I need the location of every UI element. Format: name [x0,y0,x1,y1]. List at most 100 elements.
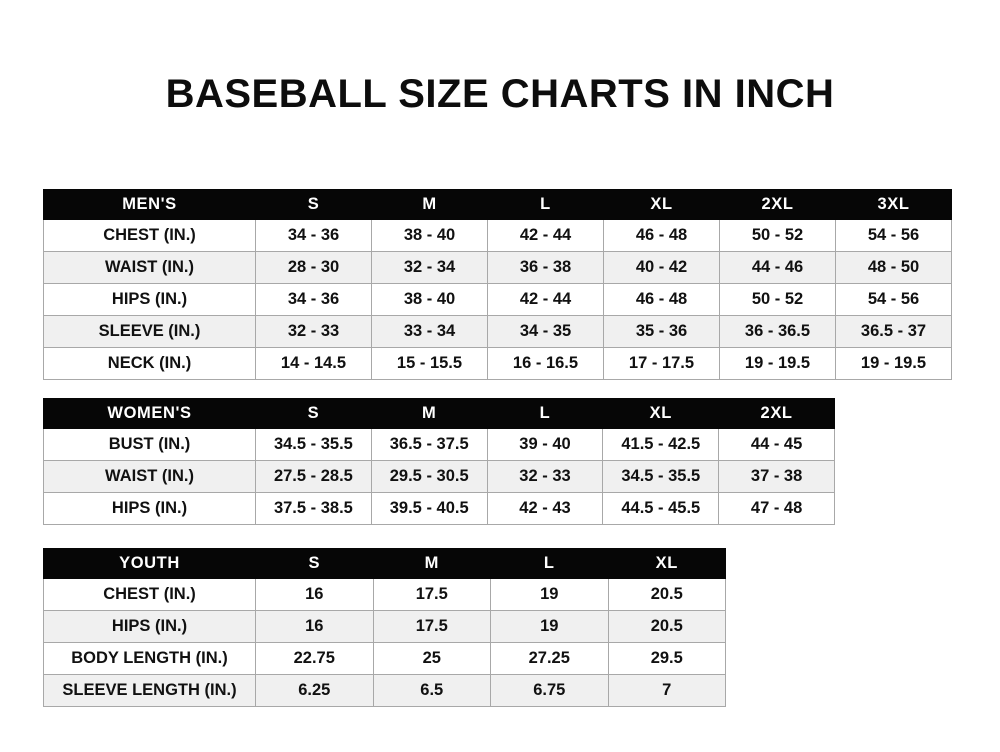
measurement-cell: 36 - 36.5 [719,315,836,348]
measurement-cell: 34 - 36 [255,219,372,252]
column-header-s: S [255,548,374,579]
measurement-cell: 34 - 36 [255,283,372,316]
measurement-cell: 15 - 15.5 [371,347,488,380]
page-title: BASEBALL SIZE CHARTS IN INCH [165,72,835,116]
measurement-cell: 46 - 48 [603,219,720,252]
table-row: BODY LENGTH (IN.) 22.75 25 27.25 29.5 [43,642,726,675]
table-header-row: YOUTH S M L XL [43,548,726,579]
column-header-m: M [370,398,488,429]
measurement-cell: 50 - 52 [719,283,836,316]
measurement-cell: 22.75 [255,642,374,675]
measurement-cell: 36.5 - 37.5 [370,428,488,461]
column-header-l: L [487,189,604,220]
measurement-cell: 42 - 43 [486,492,604,525]
measurement-cell: 41.5 - 42.5 [602,428,720,461]
measurement-cell: 47 - 48 [718,492,835,525]
table-row: NECK (IN.) 14 - 14.5 15 - 15.5 16 - 16.5 17 … [43,347,952,380]
measurement-cell: 48 - 50 [835,251,952,284]
table-header-row: MEN'S S M L XL 2XL 3XL [43,189,952,220]
measurement-cell: 27.5 - 28.5 [255,460,372,493]
row-label: SLEEVE (IN.) [43,315,256,348]
measurement-cell: 17.5 [372,578,491,611]
youth-size-table: YOUTH S M L XL CHEST (IN.) 16 17.5 19 20.5 HIPS (… [43,548,726,707]
measurement-cell: 50 - 52 [719,219,836,252]
column-header-2xl: 2XL [719,189,836,220]
measurement-cell: 36.5 - 37 [835,315,952,348]
column-header-xl: XL [603,189,720,220]
measurement-cell: 44.5 - 45.5 [602,492,720,525]
youth-table-header: YOUTH S M L XL [43,548,726,579]
measurement-cell: 38 - 40 [371,283,488,316]
table-row: HIPS (IN.) 37.5 - 38.5 39.5 - 40.5 42 - 43 4… [43,492,835,525]
measurement-cell: 16 [255,578,374,611]
measurement-cell: 32 - 33 [255,315,372,348]
measurement-cell: 32 - 33 [486,460,604,493]
table-row: WAIST (IN.) 27.5 - 28.5 29.5 - 30.5 32 - 33… [43,460,835,493]
mens-table-body: CHEST (IN.) 34 - 36 38 - 40 42 - 44 46 - 48 5… [43,219,952,380]
measurement-cell: 37.5 - 38.5 [255,492,372,525]
measurement-cell: 42 - 44 [487,283,604,316]
row-label: NECK (IN.) [43,347,256,380]
measurement-cell: 17.5 [372,610,491,643]
column-header-s: S [255,189,372,220]
measurement-cell: 34.5 - 35.5 [602,460,720,493]
womens-table-body: BUST (IN.) 34.5 - 35.5 36.5 - 37.5 39 - 40 4… [43,428,835,525]
youth-table-title: YOUTH [43,548,256,579]
measurement-cell: 54 - 56 [835,219,952,252]
womens-size-table: WOMEN'S S M L XL 2XL BUST (IN.) 34.5 - 35.5 36.… [43,398,835,525]
measurement-cell: 29.5 - 30.5 [370,460,488,493]
measurement-cell: 33 - 34 [371,315,488,348]
row-label: BUST (IN.) [43,428,256,461]
measurement-cell: 54 - 56 [835,283,952,316]
measurement-cell: 37 - 38 [718,460,835,493]
row-label: SLEEVE LENGTH (IN.) [43,674,256,707]
measurement-cell: 19 - 19.5 [835,347,952,380]
measurement-cell: 27.25 [490,642,609,675]
row-label: WAIST (IN.) [43,460,256,493]
measurement-cell: 44 - 45 [718,428,835,461]
measurement-cell: 35 - 36 [603,315,720,348]
measurement-cell: 34 - 35 [487,315,604,348]
table-header-row: WOMEN'S S M L XL 2XL [43,398,835,429]
measurement-cell: 19 - 19.5 [719,347,836,380]
table-row: CHEST (IN.) 16 17.5 19 20.5 [43,578,726,611]
womens-table-title: WOMEN'S [43,398,256,429]
column-header-l: L [486,398,604,429]
column-header-xl: XL [607,548,726,579]
measurement-cell: 36 - 38 [487,251,604,284]
row-label: HIPS (IN.) [43,283,256,316]
table-row: WAIST (IN.) 28 - 30 32 - 34 36 - 38 40 - 42 4… [43,251,952,284]
measurement-cell: 16 - 16.5 [487,347,604,380]
mens-table-title: MEN'S [43,189,256,220]
measurement-cell: 42 - 44 [487,219,604,252]
measurement-cell: 25 [372,642,491,675]
column-header-s: S [255,398,372,429]
column-header-m: M [372,548,491,579]
measurement-cell: 29.5 [607,642,726,675]
measurement-cell: 14 - 14.5 [255,347,372,380]
table-row: SLEEVE LENGTH (IN.) 6.25 6.5 6.75 7 [43,674,726,707]
table-row: SLEEVE (IN.) 32 - 33 33 - 34 34 - 35 35 - 36… [43,315,952,348]
table-row: HIPS (IN.) 16 17.5 19 20.5 [43,610,726,643]
measurement-cell: 39.5 - 40.5 [370,492,488,525]
column-header-3xl: 3XL [835,189,952,220]
row-label: HIPS (IN.) [43,492,256,525]
column-header-xl: XL [602,398,720,429]
womens-table-header: WOMEN'S S M L XL 2XL [43,398,835,429]
row-label: HIPS (IN.) [43,610,256,643]
row-label: WAIST (IN.) [43,251,256,284]
measurement-cell: 34.5 - 35.5 [255,428,372,461]
measurement-cell: 17 - 17.5 [603,347,720,380]
measurement-cell: 39 - 40 [486,428,604,461]
column-header-m: M [371,189,488,220]
table-row: HIPS (IN.) 34 - 36 38 - 40 42 - 44 46 - 48 50… [43,283,952,316]
measurement-cell: 28 - 30 [255,251,372,284]
row-label: BODY LENGTH (IN.) [43,642,256,675]
measurement-cell: 7 [607,674,726,707]
measurement-cell: 19 [490,578,609,611]
measurement-cell: 44 - 46 [719,251,836,284]
measurement-cell: 20.5 [607,610,726,643]
measurement-cell: 6.25 [255,674,374,707]
mens-table-header: MEN'S S M L XL 2XL 3XL [43,189,952,220]
measurement-cell: 46 - 48 [603,283,720,316]
